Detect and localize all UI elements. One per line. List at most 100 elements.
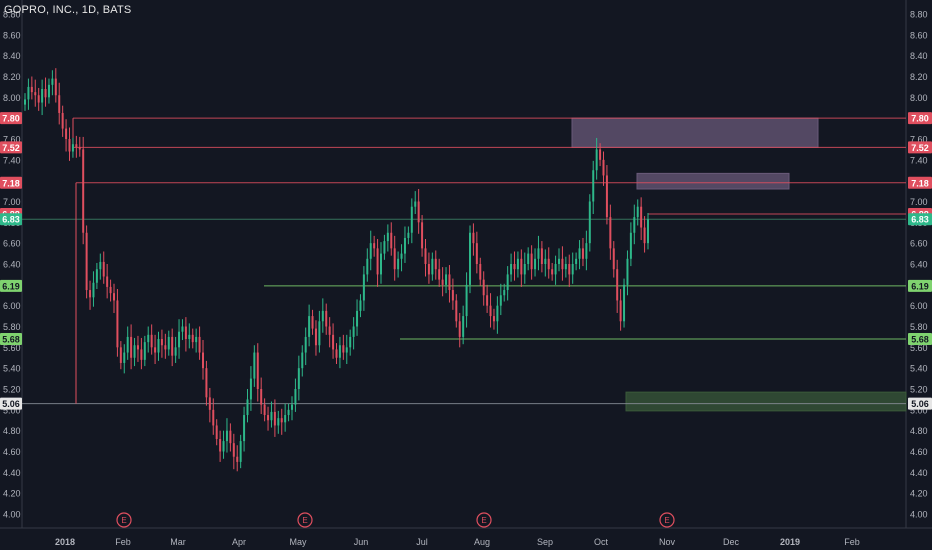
candle-body [215, 425, 218, 439]
candle-body [95, 269, 98, 283]
candle-body [308, 316, 311, 337]
candle-body [585, 243, 588, 259]
candle-body [352, 326, 355, 337]
y-tick-label-right: 4.40 [910, 468, 928, 478]
candle-body [643, 227, 646, 244]
candle-body [229, 430, 232, 444]
candle-body [61, 112, 64, 129]
candle-body [527, 253, 530, 264]
earnings-marker-label: E [664, 516, 669, 525]
candle-body [534, 258, 537, 270]
candle-body [154, 347, 157, 353]
y-tick-label-left: 6.60 [3, 239, 21, 249]
candle-body [126, 336, 129, 353]
candle-body [349, 336, 352, 348]
y-tick-label-left: 7.40 [3, 155, 21, 165]
candle-body [373, 243, 376, 249]
candle-body [547, 258, 550, 270]
x-tick-label: Oct [594, 537, 609, 547]
candle-body [51, 78, 54, 85]
earnings-marker-label: E [121, 516, 126, 525]
candle-body [181, 326, 184, 332]
candle-body [335, 349, 338, 358]
y-tick-label-left: 7.00 [3, 197, 21, 207]
candle-body [140, 349, 143, 360]
candle-body [41, 89, 44, 103]
candle-body [359, 300, 362, 311]
price-label-right [908, 213, 932, 226]
earnings-marker-label: E [481, 516, 486, 525]
candle-body [410, 206, 413, 233]
price-label-left-text: 7.52 [2, 143, 20, 153]
candle-body [109, 286, 112, 294]
candle-body [92, 282, 95, 298]
candle-body [362, 274, 365, 301]
candle-body [37, 95, 40, 103]
y-tick-label-left: 5.20 [3, 385, 21, 395]
candle-body [366, 258, 369, 275]
candle-body [595, 149, 598, 171]
price-label-left [0, 397, 22, 410]
y-tick-label-left: 8.60 [3, 30, 21, 40]
candle-body [571, 264, 574, 275]
candle-body [599, 149, 602, 160]
candle-body [496, 305, 499, 322]
candle-body [301, 352, 304, 369]
candle-body [551, 269, 554, 275]
y-tick-label-left: 5.40 [3, 364, 21, 374]
candle-body [297, 368, 300, 389]
candle-body [376, 248, 379, 275]
candle-body [592, 170, 595, 202]
y-tick-label-right: 5.80 [910, 322, 928, 332]
candle-body [256, 352, 259, 389]
candle-body [647, 219, 649, 244]
candle-body [568, 264, 571, 275]
y-tick-label-left: 4.20 [3, 489, 21, 499]
price-label-left [0, 112, 22, 125]
candle-body [475, 243, 478, 264]
candle-body [263, 404, 266, 416]
price-label-left [0, 333, 22, 345]
candle-body [523, 264, 526, 275]
y-tick-label-right: 8.40 [910, 51, 928, 61]
candle-body [564, 264, 567, 270]
y-tick-label-left: 8.00 [3, 93, 21, 103]
earnings-marker-icon [659, 512, 675, 528]
candle-body [338, 345, 341, 358]
candle-body [30, 86, 33, 93]
candle-body [486, 295, 489, 306]
candle-body [561, 258, 564, 270]
price-label-right-text: 6.19 [911, 281, 929, 291]
candle-body [171, 336, 174, 356]
candle-body [294, 389, 297, 405]
candle-body [530, 253, 533, 270]
candle-body [167, 336, 170, 350]
candle-body [520, 258, 523, 275]
candle-body [119, 347, 122, 363]
candle-body [623, 284, 626, 322]
candle-body [393, 248, 396, 270]
candle-body [513, 264, 516, 270]
candle-body [219, 439, 222, 452]
candle-body [147, 334, 150, 343]
candle-body [225, 430, 228, 442]
candle-body [143, 342, 146, 360]
candle-body [434, 258, 437, 270]
y-tick-label-right: 4.00 [910, 510, 928, 520]
candle-body [451, 290, 454, 301]
candle-body [345, 347, 348, 353]
y-tick-label-right: 5.40 [910, 364, 928, 374]
candle-body [136, 345, 139, 350]
candle-body [612, 248, 615, 270]
candle-body [85, 232, 88, 291]
candle-body [629, 232, 632, 259]
support-zone [625, 391, 907, 412]
candle-body [208, 397, 211, 410]
candle-body [469, 232, 471, 285]
candle-body [588, 201, 591, 244]
candle-body [212, 409, 215, 426]
y-tick-label-right: 6.40 [910, 260, 928, 270]
candle-body [417, 201, 420, 223]
